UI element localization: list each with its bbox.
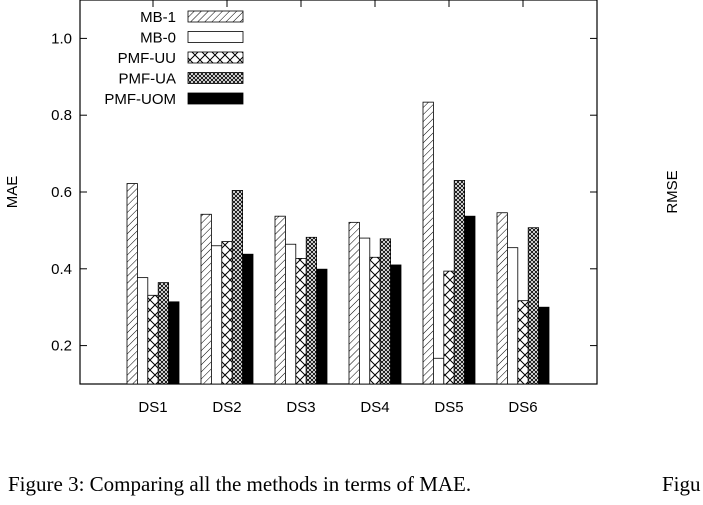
x-tick-label: DS1 <box>138 399 167 416</box>
bar <box>200 213 212 385</box>
bar <box>242 253 254 385</box>
y-tick-label: 0.6 <box>51 184 72 201</box>
x-tick-label: DS3 <box>286 399 315 416</box>
figure-caption-partial: Figu <box>662 472 701 496</box>
bar <box>527 227 540 385</box>
legend-label: MB-1 <box>140 9 176 26</box>
bar <box>210 245 223 385</box>
legend-label: MB-0 <box>140 30 176 47</box>
bar <box>453 180 466 385</box>
bar <box>390 264 402 385</box>
y-tick-label: 0.4 <box>51 261 72 278</box>
bar <box>348 221 360 385</box>
bar <box>506 247 519 385</box>
bar <box>305 236 318 385</box>
bar <box>168 301 180 385</box>
bar <box>496 212 508 385</box>
y-axis: 0.2 0.4 0.6 0.8 1.0 <box>51 30 597 355</box>
bar <box>432 357 445 385</box>
bar-series <box>126 101 550 385</box>
legend-swatch <box>187 72 244 84</box>
bar <box>443 270 455 385</box>
figure-caption: Figure 3: Comparing all the methods in t… <box>8 472 471 496</box>
legend-label: PMF-UA <box>119 71 177 88</box>
x-tick-label: DS5 <box>434 399 463 416</box>
legend-swatch <box>187 51 244 64</box>
y-tick-label: 0.2 <box>51 338 72 355</box>
mae-bar-chart: 0.2 0.4 0.6 0.8 1.0 DS1 DS2 DS3 DS4 DS5 DS6 MAE M… <box>4 0 598 416</box>
bar <box>538 306 550 385</box>
bar <box>422 101 434 385</box>
rmse-chart-partial: RMSE 0 0 0 0 <box>664 170 681 213</box>
bar <box>147 294 159 385</box>
bar <box>221 241 233 385</box>
legend-label: PMF-UU <box>118 50 176 67</box>
bar <box>274 215 286 385</box>
legend-swatch <box>187 10 244 23</box>
legend: MB-1 MB-0 PMF-UU PMF-UA PMF-UOM <box>104 9 244 108</box>
bar <box>284 243 297 385</box>
bar <box>517 300 529 385</box>
bar <box>358 237 371 385</box>
y-tick-label: 0.8 <box>51 107 72 124</box>
x-tick-label: DS4 <box>360 399 389 416</box>
y-tick-label: 1.0 <box>51 30 72 47</box>
bar <box>136 277 149 385</box>
x-tick-label: DS2 <box>212 399 241 416</box>
bar <box>379 238 392 385</box>
rmse-axis-label: RMSE <box>664 170 681 213</box>
bar <box>295 258 307 385</box>
y-axis-label: MAE <box>4 176 21 209</box>
legend-label: PMF-UOM <box>104 91 176 108</box>
bar <box>231 190 243 385</box>
bar <box>316 268 328 385</box>
legend-swatch <box>187 92 244 105</box>
bar <box>157 282 169 385</box>
bar <box>464 215 476 385</box>
bar <box>369 256 381 385</box>
x-tick-label: DS6 <box>508 399 537 416</box>
legend-swatch <box>187 31 244 43</box>
x-axis: DS1 DS2 DS3 DS4 DS5 DS6 <box>138 0 538 416</box>
bar <box>126 183 138 385</box>
